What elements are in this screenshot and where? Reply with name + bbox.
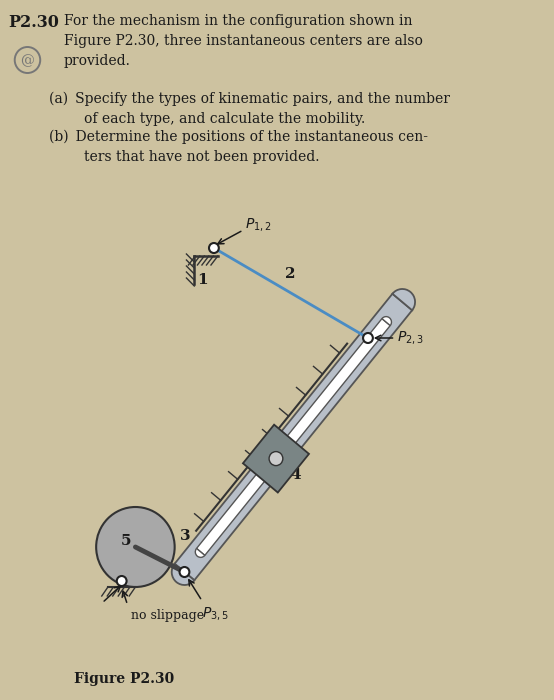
Circle shape [363, 333, 373, 343]
Text: P2.30: P2.30 [8, 14, 59, 31]
Circle shape [117, 576, 126, 586]
Text: 3: 3 [180, 529, 191, 543]
Text: 2: 2 [285, 267, 295, 281]
Circle shape [209, 243, 219, 253]
Circle shape [96, 507, 175, 587]
Text: 1: 1 [197, 273, 207, 287]
Circle shape [269, 452, 283, 466]
Text: $P_{3,5}$: $P_{3,5}$ [202, 605, 229, 622]
Text: Figure P2.30: Figure P2.30 [74, 672, 174, 686]
Text: 4: 4 [290, 468, 301, 482]
Text: $P_{2,3}$: $P_{2,3}$ [397, 330, 424, 346]
Wedge shape [196, 548, 205, 557]
Wedge shape [392, 289, 415, 310]
Polygon shape [175, 294, 412, 580]
Text: @: @ [20, 53, 34, 67]
Circle shape [179, 567, 189, 577]
Text: $P_{1,2}$: $P_{1,2}$ [245, 216, 272, 232]
Text: (a) Specify the types of kinematic pairs, and the number
        of each type, a: (a) Specify the types of kinematic pairs… [49, 92, 450, 127]
Wedge shape [172, 564, 194, 585]
Text: 5: 5 [120, 534, 131, 548]
Wedge shape [382, 316, 392, 326]
Text: (b) Determine the positions of the instantaneous cen-
        ters that have not: (b) Determine the positions of the insta… [49, 130, 428, 164]
Text: no slippage: no slippage [131, 610, 204, 622]
Polygon shape [197, 318, 390, 555]
Text: For the mechanism in the configuration shown in
Figure P2.30, three instantaneou: For the mechanism in the configuration s… [64, 14, 423, 68]
Bar [243, 425, 309, 493]
